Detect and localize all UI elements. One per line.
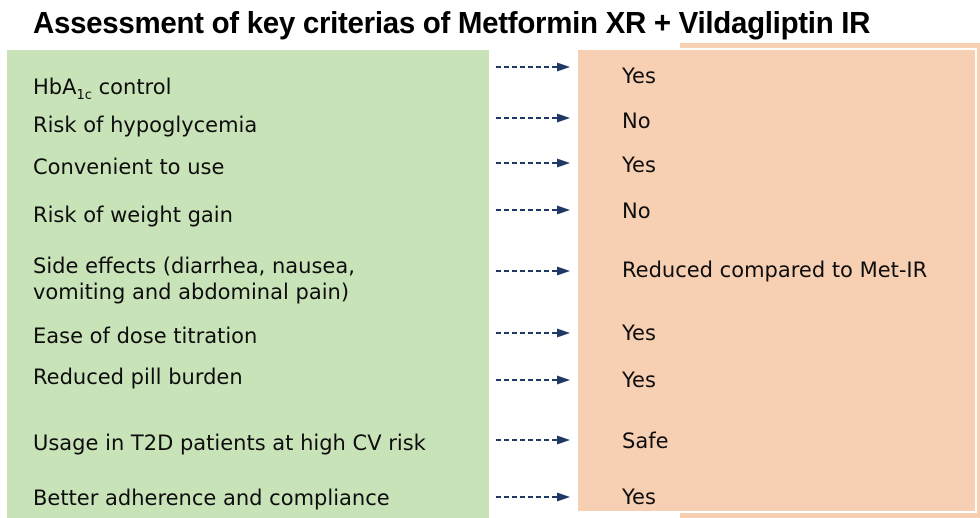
dashed-arrow	[496, 492, 570, 502]
criterion-risk-of-hypoglycemia: Risk of hypoglycemia	[33, 113, 258, 137]
criterion-risk-of-weight-gain: Risk of weight gain	[33, 203, 233, 227]
dashed-arrow	[496, 158, 570, 168]
answer-side-effects: Reduced compared to Met-IR	[622, 258, 928, 282]
dashed-arrow	[496, 375, 570, 385]
criterion-side-effects: Side effects (diarrhea, nausea, vomiting …	[33, 254, 355, 304]
criterion-better-adherence-compliance: Better adherence and compliance	[33, 486, 390, 510]
dashed-arrow	[496, 205, 570, 215]
answer-risk-of-weight-gain: No	[622, 199, 651, 223]
criteria-panel	[7, 50, 489, 518]
answers-panel	[576, 48, 977, 513]
answer-ease-of-dose-titration: Yes	[622, 321, 656, 345]
dashed-arrow	[496, 113, 570, 123]
subscript-1c: 1c	[76, 88, 92, 104]
criterion-ease-of-dose-titration: Ease of dose titration	[33, 324, 258, 348]
criterion-convenient-to-use: Convenient to use	[33, 155, 225, 179]
dashed-arrow	[496, 266, 570, 276]
dashed-arrow	[496, 62, 570, 72]
answer-reduced-pill-burden: Yes	[622, 368, 656, 392]
answer-better-adherence-compliance: Yes	[622, 485, 656, 509]
answer-usage-t2d-high-cv-risk: Safe	[622, 429, 669, 453]
answer-risk-of-hypoglycemia: No	[622, 109, 651, 133]
answer-hba1c-control: Yes	[622, 64, 656, 88]
page-title: Assessment of key criterias of Metformin…	[33, 5, 871, 40]
dashed-arrow	[496, 435, 570, 445]
criterion-usage-t2d-high-cv-risk: Usage in T2D patients at high CV risk	[33, 431, 426, 455]
criterion-reduced-pill-burden: Reduced pill burden	[33, 365, 243, 389]
answer-convenient-to-use: Yes	[622, 153, 656, 177]
dashed-arrow	[496, 328, 570, 338]
criterion-hba1c-control: HbA1c control	[33, 75, 172, 104]
